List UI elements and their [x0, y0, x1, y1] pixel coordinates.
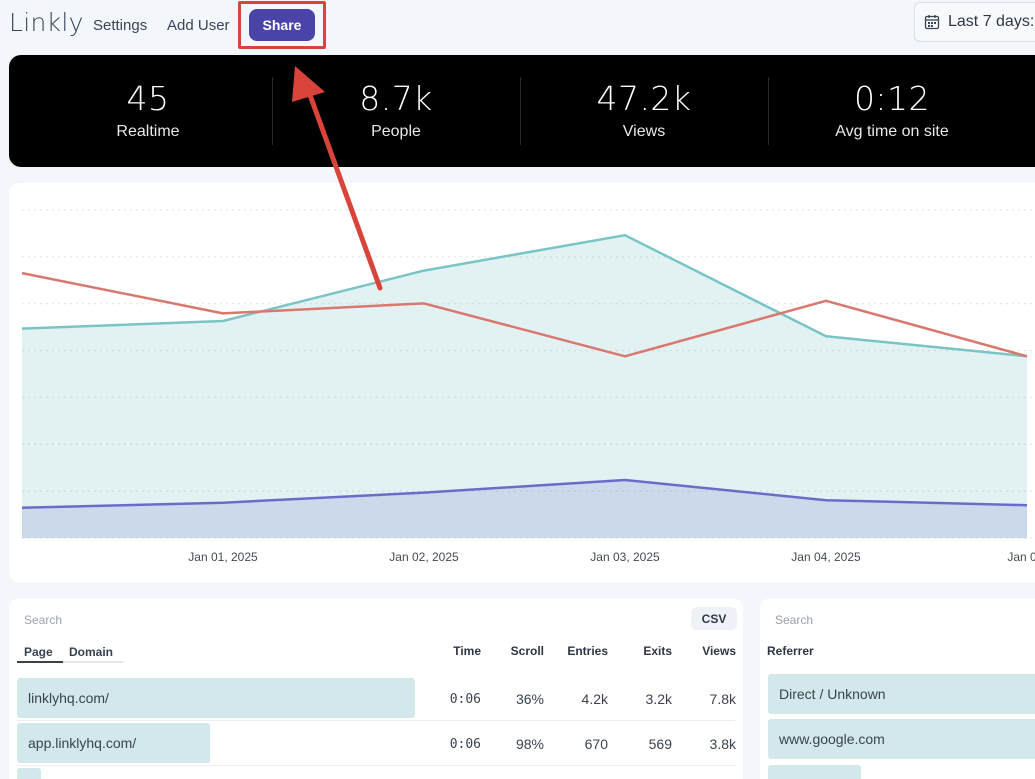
- top-bar: Linkly Settings Add User Share Last 7 da…: [0, 0, 1035, 50]
- row-divider: [17, 765, 735, 766]
- cell-scroll: 36%: [515, 691, 544, 707]
- row-page-label[interactable]: app.linklyhq.com/: [28, 735, 137, 751]
- x-tick-label: Jan 03, 2025: [590, 550, 660, 564]
- list-item[interactable]: www.google.com: [768, 719, 1035, 759]
- column-header-scroll[interactable]: Scroll: [510, 644, 544, 658]
- stat-avg-time: 0:12 Avg time on site: [768, 55, 1016, 167]
- stat-label: Avg time on site: [835, 123, 949, 140]
- date-range-picker[interactable]: Last 7 days:: [914, 2, 1035, 42]
- cell-exits: 3.2k: [645, 691, 672, 707]
- x-tick-label: Jan 01, 2025: [188, 550, 258, 564]
- stat-label: Views: [622, 123, 666, 140]
- table-row[interactable]: linklyhq.com/ 0:06 36% 4.2k 3.2k 7.8k: [17, 678, 736, 724]
- stat-divider: [520, 77, 521, 145]
- date-range-label: Last 7 days:: [948, 13, 1035, 30]
- stat-label: People: [371, 123, 421, 140]
- referrer-label: Direct / Unknown: [779, 686, 886, 702]
- cell-entries: 670: [584, 736, 608, 752]
- x-tick-label: Jan 02, 2025: [389, 550, 459, 564]
- cell-time: 0:06: [449, 737, 481, 752]
- row-share-bar: [17, 723, 210, 763]
- series-line-0[interactable]: [21, 233, 1028, 358]
- stat-people: 8.7k People: [272, 55, 520, 167]
- x-tick-label: Jan 05,: [1007, 550, 1035, 564]
- stat-divider: [768, 77, 769, 145]
- referrer-label: www.google.com: [779, 731, 885, 747]
- referrer-table: Search Referrer Direct / Unknown www.goo…: [760, 599, 1035, 779]
- pages-search-input[interactable]: Search: [24, 613, 63, 627]
- stat-value: 47.2k: [596, 79, 692, 118]
- series-area-2: [22, 480, 1027, 538]
- stat-views: 47.2k Views: [520, 55, 768, 167]
- cell-exits: 569: [648, 736, 672, 752]
- cell-views: 3.8k: [709, 736, 736, 752]
- app-logo[interactable]: Linkly: [9, 8, 84, 37]
- stats-bar: 45 Realtime 8.7k People 47.2k Views 0:12…: [9, 55, 1035, 167]
- stat-label: Realtime: [116, 123, 180, 140]
- cell-views: 7.8k: [709, 691, 736, 707]
- csv-export-button[interactable]: CSV: [691, 607, 737, 630]
- stat-value: 8.7k: [359, 79, 433, 118]
- x-tick-label: Jan 04, 2025: [791, 550, 861, 564]
- pages-table: Search CSV Page Domain Time Scroll Entri…: [9, 599, 743, 779]
- referrer-search-input[interactable]: Search: [775, 613, 814, 627]
- share-button[interactable]: Share: [249, 9, 315, 41]
- series-line-1[interactable]: [21, 271, 1028, 358]
- column-header-referrer[interactable]: Referrer: [767, 644, 814, 658]
- stat-value: 45: [126, 79, 170, 118]
- tab-domain[interactable]: Domain: [69, 645, 114, 659]
- traffic-chart-svg: Jan 01, 2025 Jan 02, 2025 Jan 03, 2025 Jan …: [21, 209, 1035, 564]
- row-share-bar: [17, 768, 41, 779]
- table-row[interactable]: [17, 768, 735, 779]
- cell-entries: 4.2k: [581, 691, 608, 707]
- column-header-time[interactable]: Time: [453, 644, 481, 658]
- column-header-views[interactable]: Views: [702, 644, 736, 658]
- list-item[interactable]: [768, 765, 861, 779]
- series-line-2[interactable]: [21, 478, 1028, 509]
- stat-divider: [272, 77, 273, 145]
- stat-realtime: 45 Realtime: [24, 55, 272, 167]
- column-header-entries[interactable]: Entries: [567, 644, 608, 658]
- stat-value: 0:12: [853, 79, 931, 118]
- table-row[interactable]: app.linklyhq.com/ 0:06 98% 670 569 3.8k: [17, 723, 736, 769]
- row-divider: [17, 720, 735, 721]
- cell-time: 0:06: [449, 692, 481, 707]
- arrow-head-icon: [292, 66, 325, 102]
- tab-page[interactable]: Page: [24, 645, 53, 659]
- add-user-link[interactable]: Add User: [167, 17, 230, 34]
- pages-tabs: Page Domain: [17, 643, 123, 663]
- row-page-label[interactable]: linklyhq.com/: [28, 690, 109, 706]
- settings-link[interactable]: Settings: [93, 17, 148, 34]
- cell-scroll: 98%: [515, 736, 544, 752]
- list-item[interactable]: Direct / Unknown: [768, 674, 1035, 714]
- calendar-icon: [924, 15, 940, 30]
- row-share-bar: [17, 678, 415, 718]
- active-tab-indicator: [17, 661, 63, 663]
- traffic-chart: Jan 01, 2025 Jan 02, 2025 Jan 03, 2025 Jan …: [9, 183, 1035, 582]
- column-header-exits[interactable]: Exits: [643, 644, 672, 658]
- share-highlight-annotation: [238, 1, 326, 49]
